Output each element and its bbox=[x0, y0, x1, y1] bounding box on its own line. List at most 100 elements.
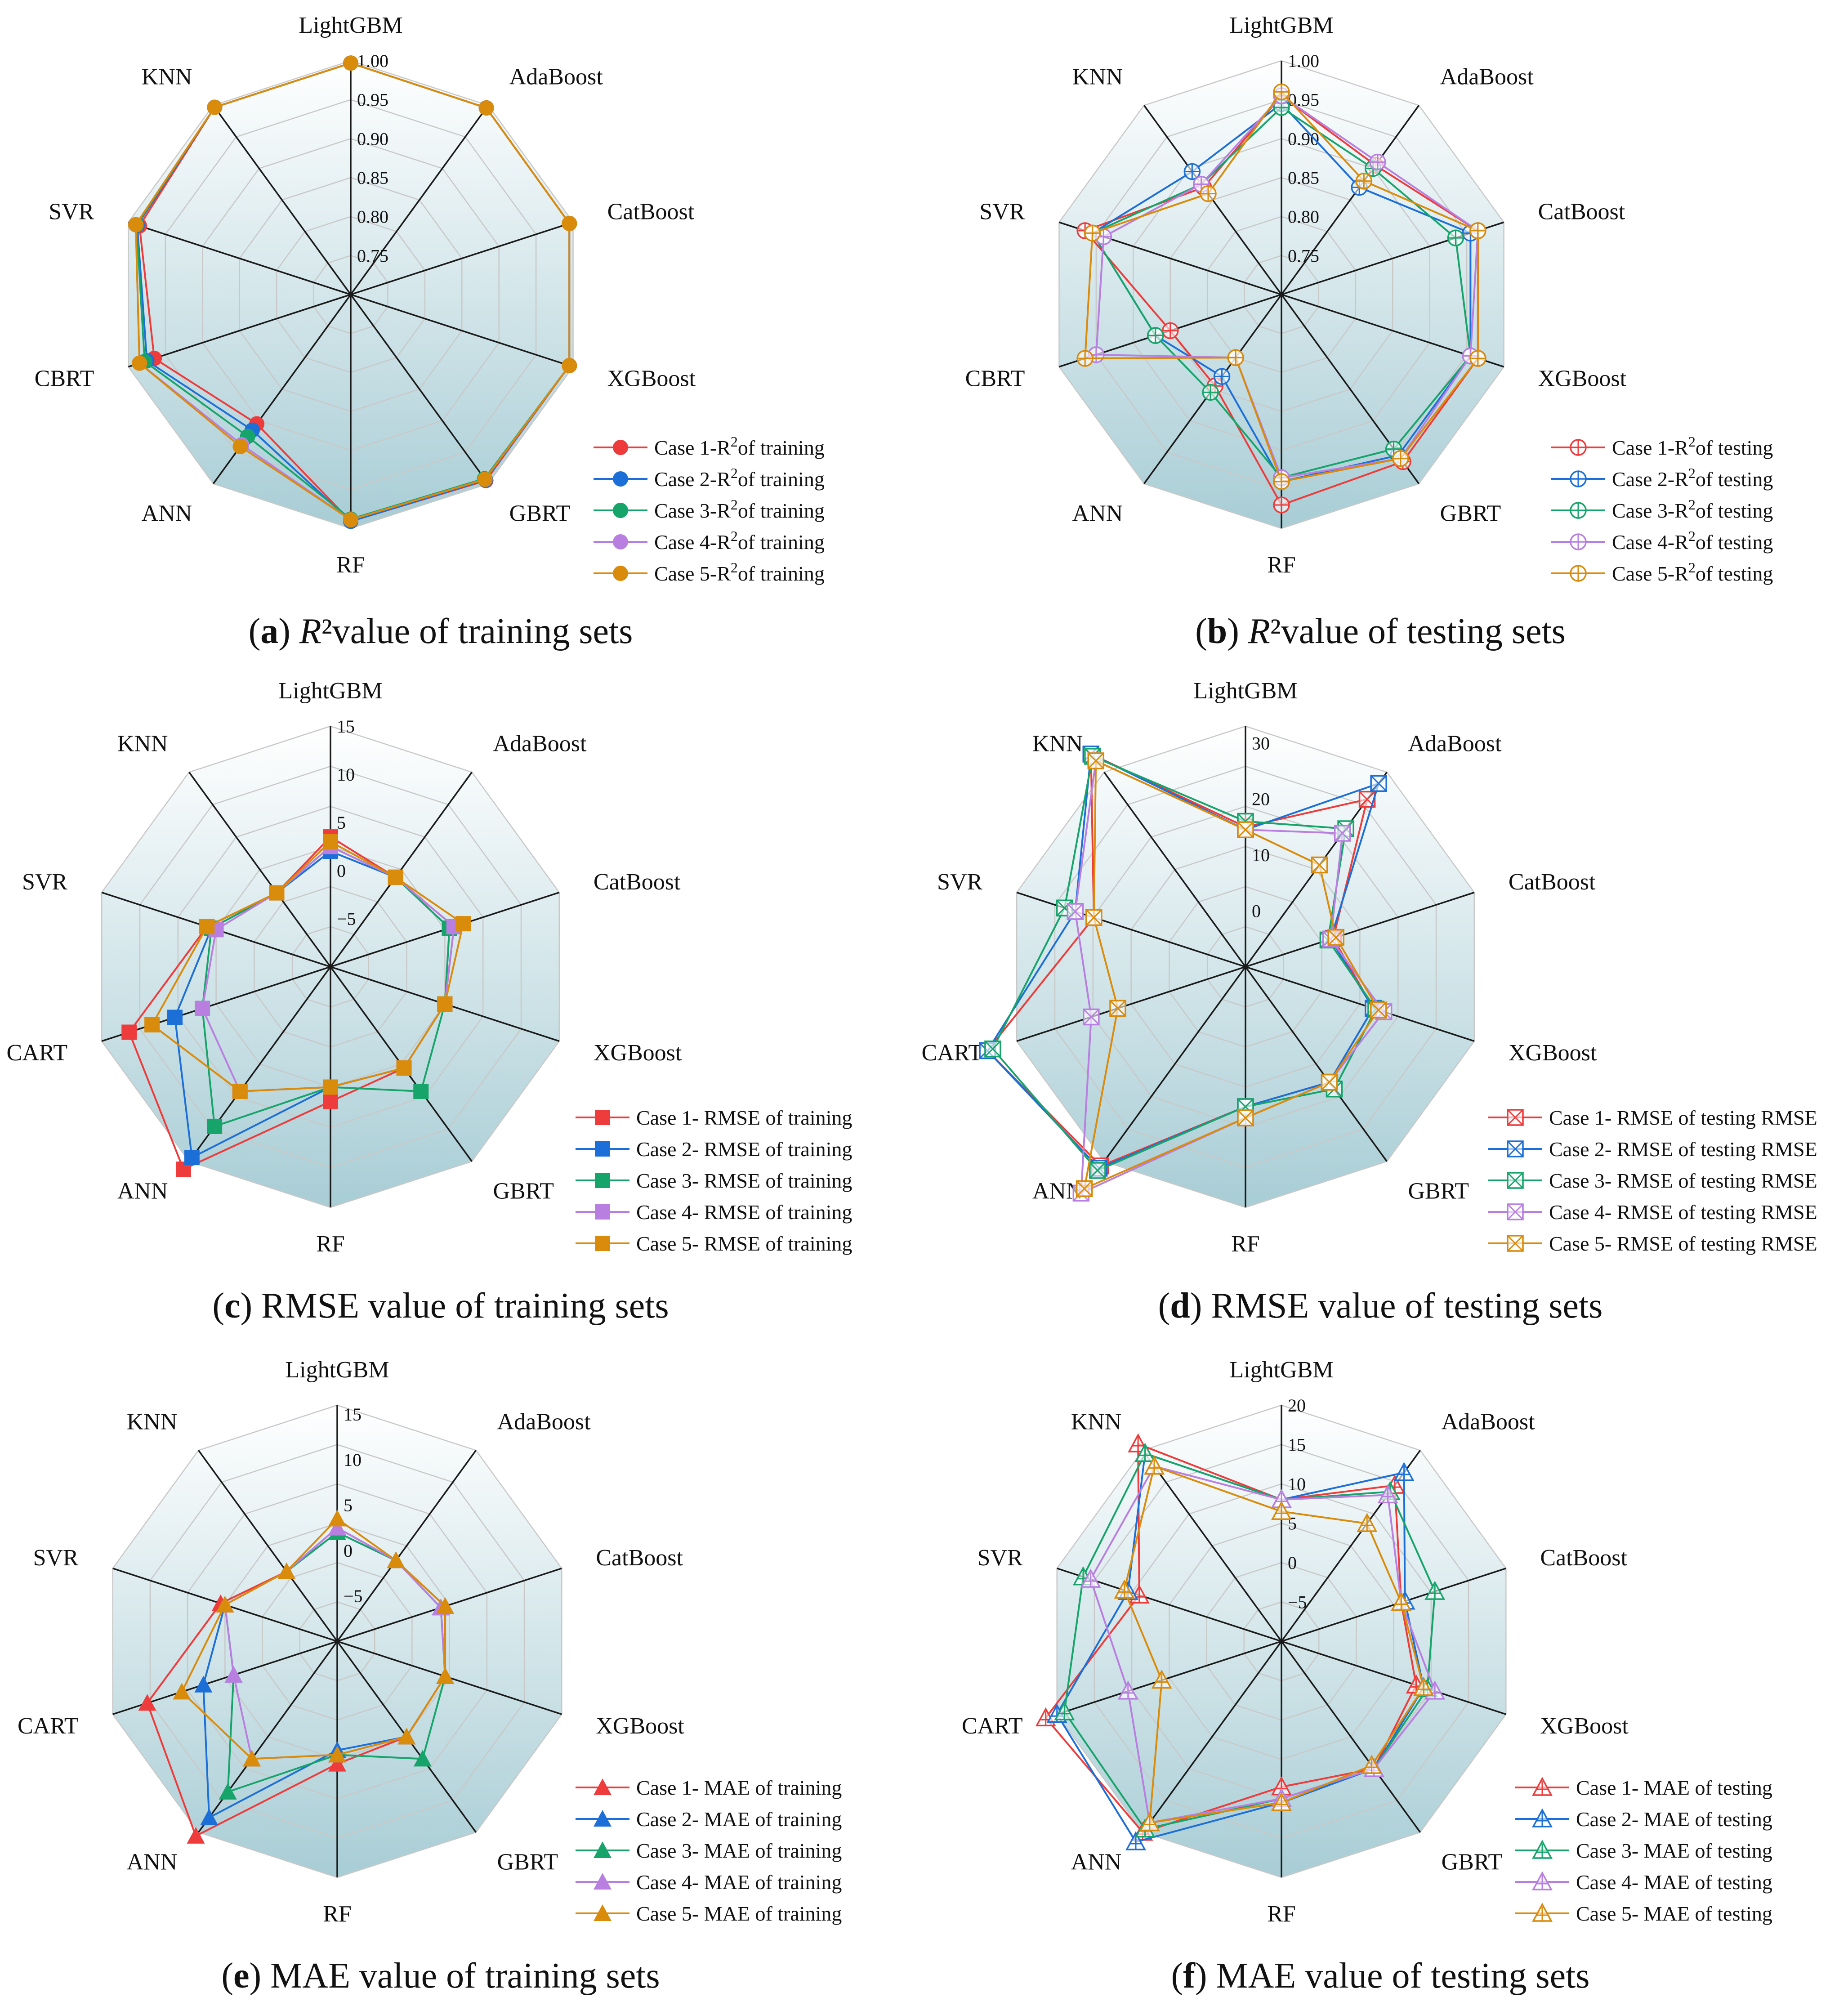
radial-tick-label: 10 bbox=[1288, 1474, 1306, 1494]
axis-label: CatBoost bbox=[1509, 869, 1596, 895]
legend-label: Case 4- MAE of training bbox=[636, 1871, 842, 1894]
data-point-case-1 bbox=[187, 1827, 205, 1844]
radial-tick-label: 5 bbox=[337, 813, 346, 833]
marker-cross bbox=[1237, 1109, 1254, 1126]
data-point-case-2 bbox=[1213, 368, 1231, 385]
marker-cross bbox=[1507, 1235, 1524, 1252]
legend-marker bbox=[594, 1873, 612, 1890]
axis-spoke bbox=[188, 772, 331, 968]
legend-marker bbox=[1507, 1109, 1524, 1126]
legend-marker bbox=[1532, 1903, 1553, 1922]
legend-marker bbox=[1507, 1235, 1524, 1252]
data-point-case-4 bbox=[1334, 825, 1351, 842]
legend-e: Case 1- MAE of training Case 2- MAE of tr… bbox=[576, 1776, 842, 1925]
panel-caption-a: (a) R²value of training sets bbox=[249, 612, 633, 651]
data-point-case-5 bbox=[436, 1667, 455, 1684]
legend-label: Case 2- MAE of training bbox=[636, 1808, 842, 1831]
axis-label: RF bbox=[316, 1231, 345, 1257]
axis-label: AdaBoost bbox=[1408, 731, 1502, 756]
axis-label: XGBoost bbox=[1509, 1040, 1597, 1066]
axis-label: CART bbox=[962, 1713, 1023, 1739]
axis-label: KNN bbox=[142, 64, 192, 90]
axis-label: SVR bbox=[22, 869, 67, 895]
axis-label: RF bbox=[323, 1901, 352, 1927]
data-point-case-5 bbox=[1144, 1455, 1165, 1475]
legend-marker bbox=[595, 1110, 610, 1125]
axis-spoke bbox=[1281, 1640, 1421, 1833]
axis-label: ANN bbox=[142, 500, 192, 526]
data-point-case-3 bbox=[1424, 1581, 1446, 1600]
marker-cross bbox=[1321, 1074, 1338, 1090]
legend-label: Case 1-R2of training bbox=[654, 433, 825, 459]
legend-label: Case 5- MAE of training bbox=[636, 1902, 842, 1925]
axis-spoke bbox=[1245, 966, 1475, 1042]
data-point-case-2 bbox=[1370, 775, 1387, 792]
data-point-case-5 bbox=[1109, 1000, 1126, 1017]
data-point-case-5 bbox=[207, 99, 223, 115]
data-point-case-2 bbox=[1183, 163, 1201, 180]
axis-label: GBRT bbox=[509, 500, 571, 526]
axis-spoke bbox=[1281, 1640, 1506, 1715]
panel-caption-b: (b) R²value of testing sets bbox=[1195, 612, 1566, 651]
axis-label: ANN bbox=[1071, 1849, 1122, 1875]
data-point-case-5 bbox=[328, 1510, 346, 1527]
axis-label: LightGBM bbox=[299, 13, 402, 38]
radial-tick-label: 1.00 bbox=[357, 51, 388, 71]
legend-marker bbox=[1532, 1777, 1553, 1796]
legend-marker bbox=[1507, 1172, 1524, 1189]
data-point-case-5 bbox=[1469, 350, 1486, 367]
legend-label: Case 3- MAE of training bbox=[636, 1839, 842, 1862]
radial-tick-label: 0.85 bbox=[357, 168, 388, 188]
legend-marker bbox=[594, 1904, 612, 1921]
legend-label: Case 4- MAE of testing bbox=[1576, 1871, 1772, 1894]
radar-chart-e: −5 0 5 10 15 LightGBM AdaBoost CatBoost XGBoost G… bbox=[18, 1357, 684, 1927]
axis-label: CatBoost bbox=[594, 869, 681, 895]
data-point-case-5 bbox=[216, 1595, 234, 1613]
axis-label: LightGBM bbox=[278, 678, 382, 704]
radial-tick-label: 0.75 bbox=[357, 246, 388, 266]
data-point-case-5 bbox=[1151, 1669, 1172, 1689]
radial-tick-label: 20 bbox=[1252, 789, 1270, 809]
axis-spoke bbox=[197, 1640, 338, 1833]
radial-tick-label: 15 bbox=[344, 1404, 362, 1425]
radar-chart-c: −5 0 5 10 15 LightGBM AdaBoost CatBoost XGBoost G… bbox=[7, 678, 682, 1257]
axis-label: XGBoost bbox=[1538, 366, 1627, 391]
data-point-case-3 bbox=[1089, 1162, 1106, 1179]
data-point-case-5 bbox=[1413, 1677, 1434, 1696]
radial-tick-label: 5 bbox=[344, 1495, 353, 1515]
axis-label: CART bbox=[922, 1040, 983, 1066]
data-point-case-5 bbox=[1085, 909, 1103, 926]
data-point-case-5 bbox=[128, 217, 143, 232]
legend-f: Case 1- MAE of testing Case 2- MAE of tes… bbox=[1515, 1776, 1772, 1925]
data-point-case-5 bbox=[1087, 752, 1105, 769]
data-point-case-5 bbox=[437, 996, 453, 1012]
axis-spoke bbox=[1142, 1450, 1282, 1642]
legend-marker bbox=[1570, 470, 1587, 487]
marker-cross bbox=[1370, 1002, 1387, 1019]
data-point-case-5 bbox=[397, 1728, 416, 1745]
marker-cross bbox=[1507, 1172, 1524, 1189]
radial-tick-label: 0.75 bbox=[1288, 246, 1319, 266]
data-point-case-3 bbox=[207, 1118, 223, 1134]
legend-marker bbox=[613, 566, 628, 581]
axis-spoke bbox=[128, 221, 351, 295]
radial-tick-label: 10 bbox=[337, 764, 355, 785]
radial-tick-label: 10 bbox=[1252, 845, 1270, 865]
legend-marker bbox=[1532, 1840, 1553, 1859]
radial-tick-label: 0.85 bbox=[1288, 168, 1319, 188]
legend-label: Case 5- RMSE of testing RMSE bbox=[1549, 1232, 1817, 1255]
axis-spoke bbox=[128, 294, 351, 368]
axis-label: XGBoost bbox=[1540, 1713, 1629, 1739]
axis-spoke bbox=[1016, 892, 1246, 968]
legend-label: Case 3-R2of testing bbox=[1612, 496, 1773, 522]
legend-label: Case 2- RMSE of testing RMSE bbox=[1549, 1138, 1817, 1161]
axis-label: ANN bbox=[1072, 500, 1123, 526]
legend-marker bbox=[595, 1236, 610, 1251]
axis-spoke bbox=[1142, 1640, 1282, 1833]
data-point-case-2 bbox=[1125, 1831, 1146, 1850]
radial-tick-label: 20 bbox=[1288, 1395, 1306, 1416]
data-point-case-5 bbox=[343, 512, 358, 527]
legend-marker bbox=[595, 1173, 610, 1188]
data-point-case-5 bbox=[455, 916, 471, 932]
axis-label: LightGBM bbox=[1229, 13, 1333, 38]
